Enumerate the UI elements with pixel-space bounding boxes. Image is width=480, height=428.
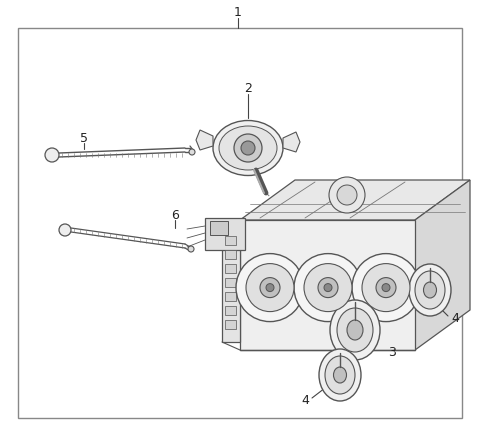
Circle shape: [45, 148, 59, 162]
Ellipse shape: [219, 126, 277, 170]
Ellipse shape: [337, 308, 373, 352]
Bar: [225, 264, 236, 273]
Circle shape: [188, 246, 194, 252]
Circle shape: [241, 141, 255, 155]
Ellipse shape: [347, 320, 363, 340]
Bar: [222, 228, 240, 342]
Text: 3: 3: [388, 345, 396, 359]
Circle shape: [382, 284, 390, 291]
Bar: [225, 292, 236, 301]
Ellipse shape: [423, 282, 436, 298]
Bar: [225, 306, 236, 315]
Circle shape: [59, 224, 71, 236]
Circle shape: [318, 278, 338, 297]
Circle shape: [376, 278, 396, 297]
Bar: [205, 218, 245, 250]
Circle shape: [329, 177, 365, 213]
Ellipse shape: [334, 367, 347, 383]
Bar: [225, 320, 236, 329]
Polygon shape: [196, 130, 213, 150]
Circle shape: [352, 254, 420, 321]
Bar: [210, 221, 228, 235]
Bar: [225, 278, 236, 287]
Text: 4: 4: [451, 312, 459, 324]
Bar: [240, 220, 415, 350]
Ellipse shape: [415, 271, 445, 309]
Circle shape: [260, 278, 280, 297]
Polygon shape: [240, 180, 470, 220]
Ellipse shape: [213, 121, 283, 175]
Text: 6: 6: [171, 208, 179, 222]
Circle shape: [234, 134, 262, 162]
Circle shape: [362, 264, 410, 312]
Text: 2: 2: [244, 81, 252, 95]
Circle shape: [236, 254, 304, 321]
Circle shape: [246, 264, 294, 312]
Text: 5: 5: [80, 131, 88, 145]
Ellipse shape: [325, 356, 355, 394]
Ellipse shape: [409, 264, 451, 316]
Ellipse shape: [319, 349, 361, 401]
Bar: [225, 250, 236, 259]
Ellipse shape: [330, 300, 380, 360]
Circle shape: [324, 284, 332, 291]
Circle shape: [337, 185, 357, 205]
Polygon shape: [415, 180, 470, 350]
Circle shape: [304, 264, 352, 312]
Polygon shape: [283, 132, 300, 152]
Circle shape: [266, 284, 274, 291]
Circle shape: [189, 149, 195, 155]
Bar: [225, 236, 236, 245]
Text: 1: 1: [234, 6, 242, 18]
Text: 4: 4: [301, 393, 309, 407]
Circle shape: [294, 254, 362, 321]
